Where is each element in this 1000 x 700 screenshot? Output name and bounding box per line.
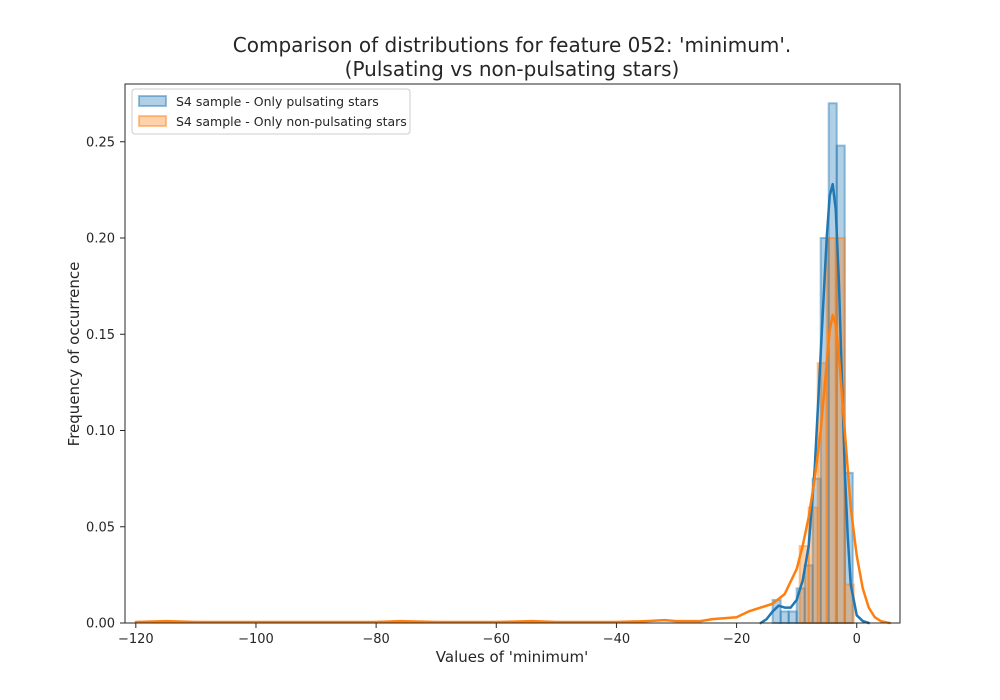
y-axis-label: Frequency of occurrence — [65, 262, 83, 447]
legend-label-non-pulsating: S4 sample - Only non-pulsating stars — [176, 114, 407, 129]
x-axis-ticks: −120 −100 −80 −60 −40 −20 0 — [118, 623, 861, 647]
legend-swatch-non-pulsating — [138, 115, 167, 127]
legend-frame — [131, 88, 411, 135]
legend-swatch-pulsating — [138, 95, 167, 107]
x-axis-label: Values of 'minimum' — [436, 648, 588, 666]
x-tick-label: −120 — [118, 632, 154, 647]
y-tick-label: 0.00 — [86, 617, 115, 632]
y-tick-label: 0.10 — [86, 424, 115, 439]
x-tick-label: −60 — [483, 632, 510, 647]
y-tick-label: 0.20 — [86, 232, 115, 247]
plot-area — [124, 83, 901, 625]
legend: S4 sample - Only pulsating stars S4 samp… — [131, 88, 411, 135]
hist-bar-pulsating — [787, 610, 798, 625]
x-tick-label: −80 — [362, 632, 389, 647]
hist-bar-non-pulsating — [825, 237, 837, 624]
y-axis-ticks: 0.00 0.05 0.10 0.15 0.20 0.25 — [86, 135, 125, 632]
y-tick-label: 0.25 — [86, 135, 115, 150]
y-tick-label: 0.05 — [86, 520, 115, 535]
x-tick-label: −100 — [238, 632, 274, 647]
x-tick-label: 0 — [853, 632, 861, 647]
y-tick-label: 0.15 — [86, 328, 115, 343]
kde-line-non-pulsating — [134, 313, 892, 625]
chart-title-line1: Comparison of distributions for feature … — [233, 33, 791, 57]
x-tick-label: −40 — [603, 632, 630, 647]
x-tick-label: −20 — [723, 632, 750, 647]
kde-curves — [134, 182, 892, 625]
plot-frame — [124, 83, 901, 624]
hist-bar-pulsating — [779, 610, 790, 625]
chart-title-line2: (Pulsating vs non-pulsating stars) — [345, 57, 680, 81]
legend-label-pulsating: S4 sample - Only pulsating stars — [176, 94, 379, 109]
kde-line-pulsating — [759, 182, 871, 625]
